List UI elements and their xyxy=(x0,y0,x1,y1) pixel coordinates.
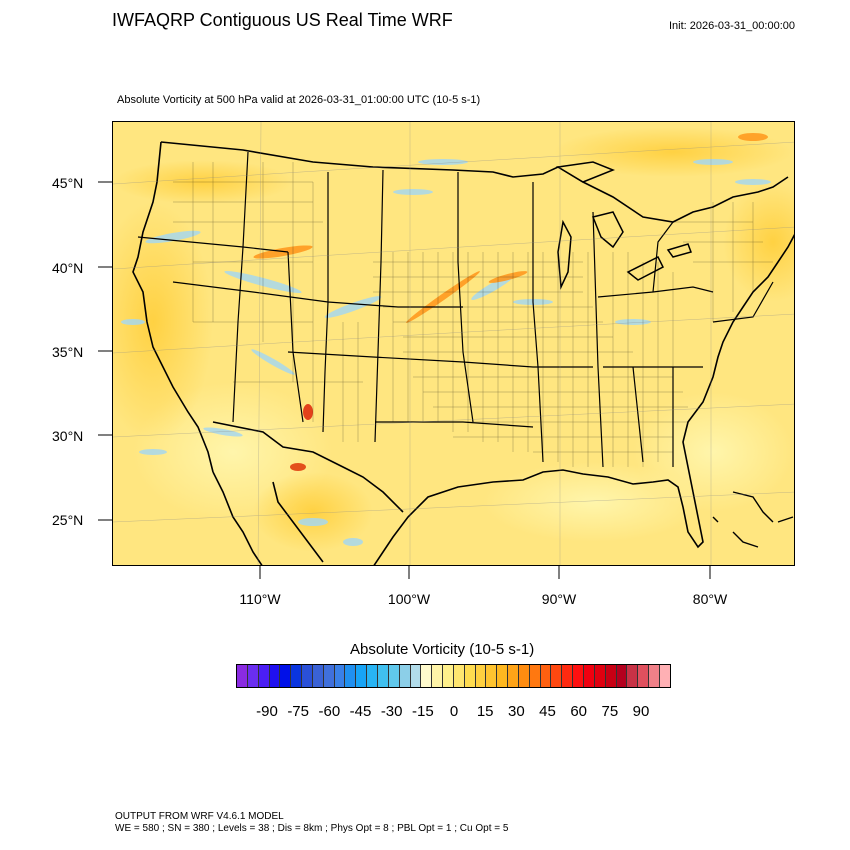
colorbar-cell xyxy=(529,665,541,687)
field-subtitle: Absolute Vorticity at 500 hPa valid at 2… xyxy=(117,94,481,106)
lon-label-110: 110°W xyxy=(239,591,281,607)
lon-ticks xyxy=(259,565,711,579)
colorbar xyxy=(236,664,671,688)
colorbar-cell xyxy=(323,665,335,687)
colorbar-cell xyxy=(377,665,389,687)
colorbar-cell xyxy=(312,665,324,687)
colorbar-cell xyxy=(258,665,270,687)
colorbar-cell xyxy=(497,665,509,687)
colorbar-cell xyxy=(540,665,552,687)
vorticity-map xyxy=(112,121,795,566)
lat-ticks xyxy=(98,181,112,521)
colorbar-cell xyxy=(649,665,660,687)
colorbar-tick-label: 0 xyxy=(449,703,459,720)
colorbar-cell xyxy=(410,665,422,687)
colorbar-tick-label: 45 xyxy=(539,703,556,720)
county-boundaries xyxy=(173,162,773,467)
colorbar-tick-label: 60 xyxy=(570,703,587,720)
colorbar-cell xyxy=(432,665,444,687)
colorbar-cell xyxy=(421,665,433,687)
mexico-border xyxy=(212,421,404,513)
colorbar-cell xyxy=(486,665,498,687)
colorbar-cell xyxy=(247,665,259,687)
colorbar-cell xyxy=(616,665,628,687)
lat-label-40: 40°N xyxy=(52,260,84,276)
lat-label-45: 45°N xyxy=(52,175,84,191)
colorbar-cell xyxy=(388,665,400,687)
model-info-line1: OUTPUT FROM WRF V4.6.1 MODEL xyxy=(115,811,284,822)
colorbar-cell xyxy=(584,665,595,687)
colorbar-cell xyxy=(443,665,454,687)
lon-label-90: 90°W xyxy=(541,591,577,607)
colorbar-cell xyxy=(280,665,292,687)
colorbar-tick-label: -75 xyxy=(287,703,309,720)
colorbar-cell xyxy=(573,665,584,687)
lat-label-25: 25°N xyxy=(52,512,84,528)
colorbar-cell xyxy=(367,665,378,687)
colorbar-cell xyxy=(659,665,670,687)
colorbar-cell xyxy=(269,665,281,687)
colorbar-title: Absolute Vorticity (10-5 s-1) xyxy=(350,641,535,658)
colorbar-cell xyxy=(302,665,313,687)
colorbar-cell xyxy=(237,665,248,687)
lon-label-80: 80°W xyxy=(692,591,728,607)
colorbar-tick-label: -90 xyxy=(256,703,278,720)
colorbar-cell xyxy=(551,665,563,687)
colorbar-cell xyxy=(334,665,346,687)
colorbar-tick-label: -30 xyxy=(380,703,403,720)
map-canvas xyxy=(113,122,794,565)
colorbar-tick-label: 30 xyxy=(507,703,525,720)
colorbar-cell xyxy=(627,665,639,687)
colorbar-cell xyxy=(356,665,368,687)
colorbar-tick-label: -45 xyxy=(349,703,372,720)
colorbar-cell xyxy=(399,665,411,687)
lon-label-100: 100°W xyxy=(387,591,431,607)
colorbar-cell xyxy=(605,665,617,687)
colorbar-tick-label: 75 xyxy=(601,703,619,720)
colorbar-cell xyxy=(291,665,303,687)
colorbar-cell xyxy=(345,665,357,687)
lat-label-30: 30°N xyxy=(52,428,84,444)
colorbar-tick-label: 15 xyxy=(476,703,494,720)
colorbar-cell xyxy=(638,665,650,687)
init-time-label: Init: 2026-03-31_00:00:00 xyxy=(669,20,795,32)
colorbar-cell xyxy=(562,665,574,687)
colorbar-cell xyxy=(518,665,530,687)
colorbar-tick-label: 90 xyxy=(632,703,650,720)
colorbar-tick-label: -60 xyxy=(318,703,341,720)
colorbar-cell xyxy=(464,665,476,687)
field-texture xyxy=(113,127,794,552)
colorbar-cell xyxy=(475,665,487,687)
colorbar-tick-label: -15 xyxy=(411,703,434,720)
colorbar-cell xyxy=(508,665,519,687)
plot-title: IWFAQRP Contiguous US Real Time WRF xyxy=(112,10,453,30)
lat-label-35: 35°N xyxy=(52,344,84,360)
colorbar-cell xyxy=(594,665,606,687)
model-info-line2: WE = 580 ; SN = 380 ; Levels = 38 ; Dis … xyxy=(115,823,509,834)
colorbar-cell xyxy=(453,665,465,687)
